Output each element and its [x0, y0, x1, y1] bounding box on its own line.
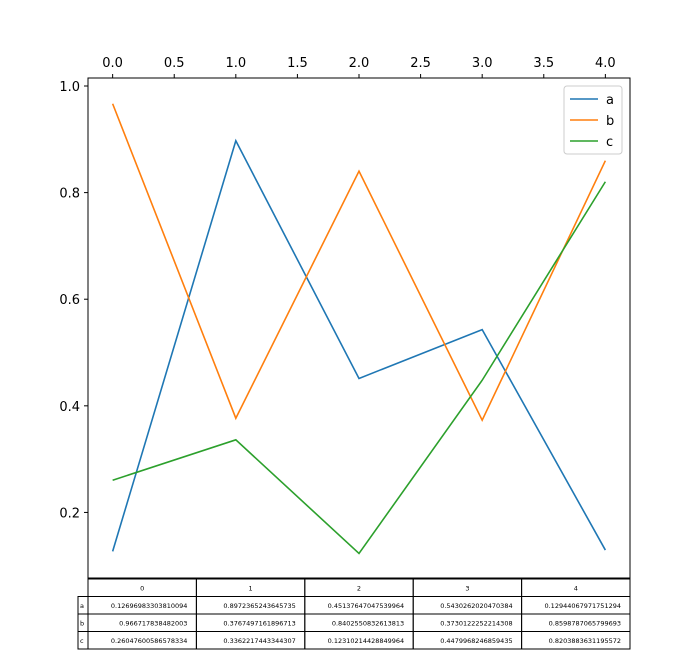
x-tick-label: 0.5 — [164, 56, 185, 71]
x-tick-label: 4.0 — [595, 56, 616, 71]
table-cell-value: 0.12696983303810094 — [111, 602, 188, 610]
x-tick-label: 2.0 — [349, 56, 370, 71]
table-row-label: b — [80, 619, 84, 627]
table-cell-value: 0.8972365243645735 — [223, 602, 295, 610]
y-tick-label: 0.6 — [59, 293, 80, 308]
table-cell-value: 0.3767497161896713 — [223, 619, 295, 627]
y-tick-label: 0.8 — [59, 187, 80, 202]
series-line-a — [111, 138, 607, 552]
table-cell-value: 0.8598787065799693 — [549, 619, 621, 627]
table-cell-value: 0.8402550832613813 — [332, 619, 404, 627]
table-cell-value: 0.4479968246859435 — [440, 637, 512, 645]
table-col-label: 1 — [249, 584, 253, 592]
table-cell-value: 0.12944067971751294 — [544, 602, 621, 610]
table-col-label: 0 — [140, 584, 144, 592]
table-cell-value: 0.966717838482003 — [119, 619, 187, 627]
table-cell-value: 0.12310214428849964 — [328, 637, 405, 645]
legend-label: a — [606, 93, 614, 108]
y-tick-label: 0.2 — [59, 506, 80, 521]
table-col-label: 4 — [574, 584, 578, 592]
plot-frame — [87, 77, 631, 579]
table-cell-value: 0.3362217443344307 — [223, 637, 295, 645]
legend-label: c — [606, 135, 613, 150]
table-cell-value: 0.26047600586578334 — [111, 637, 188, 645]
table-cell-value: 0.3730122252214308 — [440, 619, 512, 627]
table-row-label: a — [80, 602, 84, 610]
series-line-c — [112, 181, 607, 555]
table-cell-value: 0.5430262020470384 — [440, 602, 512, 610]
y-tick-label: 0.4 — [59, 400, 80, 415]
table-cell-value: 0.8203883631195572 — [549, 637, 621, 645]
x-tick-label: 1.0 — [225, 56, 246, 71]
x-tick-label: 3.0 — [472, 56, 493, 71]
table-cell — [521, 631, 631, 650]
x-tick-label: 3.5 — [533, 56, 554, 71]
x-tick-label: 0.0 — [102, 56, 123, 71]
table-col-label: 2 — [357, 584, 361, 592]
x-tick-label: 2.5 — [410, 56, 431, 71]
table-col-label: 3 — [465, 584, 469, 592]
y-tick-label: 1.0 — [59, 80, 80, 95]
legend-label: b — [606, 114, 614, 129]
table-cell-value: 0.45137647047539964 — [328, 602, 405, 610]
table-row-label: c — [80, 637, 84, 645]
series-line-b — [111, 103, 607, 423]
x-tick-label: 1.5 — [287, 56, 308, 71]
